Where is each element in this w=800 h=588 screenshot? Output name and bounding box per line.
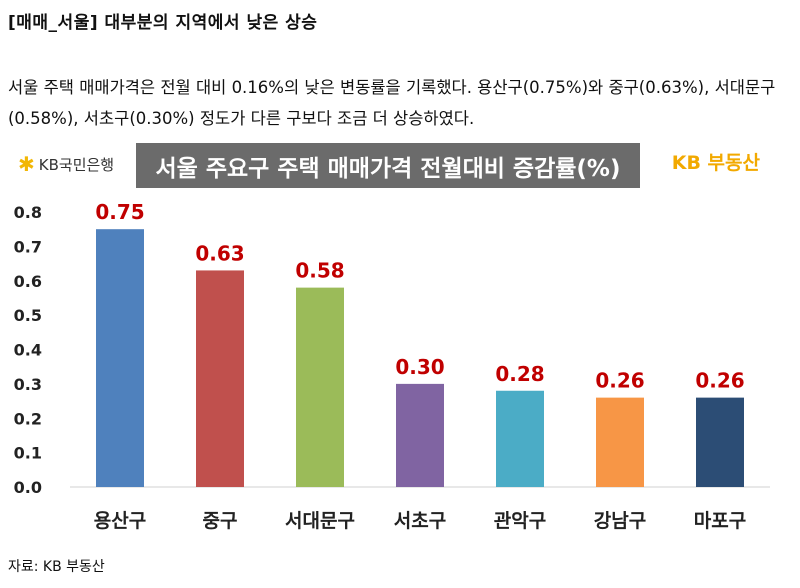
- page-heading: [매매_서울] 대부분의 지역에서 낮은 상승: [8, 13, 318, 33]
- source-note: 자료: KB 부동산: [8, 559, 105, 575]
- summary-paragraph: 서울 주택 매매가격은 전월 대비 0.16%의 낮은 변동률을 기록했다. 용…: [8, 78, 776, 128]
- kb-bank-logo: ✱ KB국민은행: [18, 152, 114, 176]
- kb-star-icon: ✱: [18, 152, 35, 176]
- kb-bank-logo-text: KB국민은행: [38, 155, 115, 174]
- chart-container: [8, 138, 792, 538]
- kb-realestate-logo: KB 부동산: [671, 152, 760, 174]
- chart-title: 서울 주요구 주택 매매가격 전월대비 증감률(%): [136, 143, 640, 188]
